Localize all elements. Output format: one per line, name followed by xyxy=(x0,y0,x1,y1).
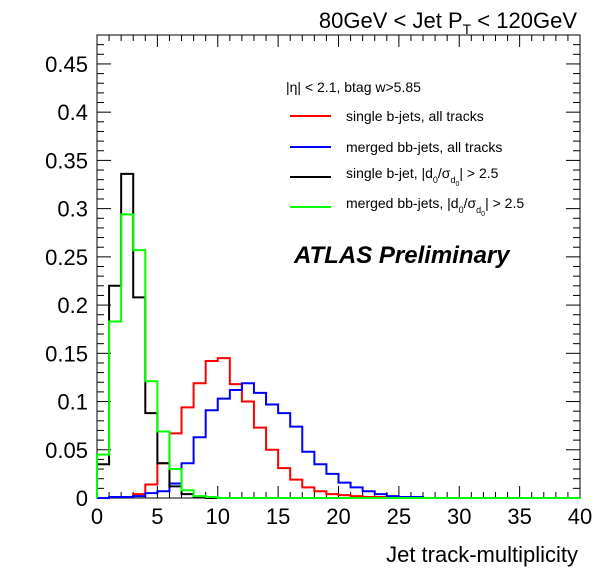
y-tick-label: 0 xyxy=(76,486,88,511)
legend-label-merged-bb-d0: merged bb-jets, |d0/σd0| > 2.5 xyxy=(346,195,524,218)
histogram-series xyxy=(96,172,580,499)
legend: |η| < 2.1, btag w>5.85 single b-jets, al… xyxy=(286,79,524,218)
y-tick-label: 0.05 xyxy=(45,438,88,463)
y-tick-label: 0.1 xyxy=(57,390,88,415)
atlas-preliminary-label: ATLAS Preliminary xyxy=(293,242,511,269)
x-axis-label: Jet track-multiplicity xyxy=(386,542,578,567)
y-tick-label: 0.45 xyxy=(45,52,88,77)
legend-label-single-b-all: single b-jets, all tracks xyxy=(346,108,484,124)
y-tick-label: 0.2 xyxy=(57,293,88,318)
x-tick-label: 40 xyxy=(568,504,592,529)
y-tick-label: 0.15 xyxy=(45,341,88,366)
histogram-series-3 xyxy=(96,213,580,499)
chart-title: 80GeV < Jet PT < 120GeV xyxy=(319,8,577,37)
x-tick-label: 20 xyxy=(326,504,350,529)
legend-label-merged-bb-all: merged bb-jets, all tracks xyxy=(346,139,502,155)
x-tick-label: 25 xyxy=(387,504,411,529)
x-tick-label: 30 xyxy=(447,504,471,529)
y-tick-label: 0.3 xyxy=(57,197,88,222)
x-tick-label: 10 xyxy=(206,504,230,529)
x-tick-labels: 0 5 10 15 20 25 30 35 40 xyxy=(91,504,592,529)
y-tick-label: 0.25 xyxy=(45,245,88,270)
axis-ticks xyxy=(96,34,581,499)
x-tick-label: 5 xyxy=(151,504,163,529)
legend-label-single-b-d0: single b-jet, |d0/σd0| > 2.5 xyxy=(346,165,499,188)
x-tick-label: 35 xyxy=(507,504,531,529)
x-tick-label: 0 xyxy=(91,504,103,529)
y-tick-label: 0.4 xyxy=(57,100,88,125)
y-tick-labels: 0 0.05 0.1 0.15 0.2 0.25 0.3 0.35 0.4 0.45 xyxy=(45,52,88,511)
cut-text: |η| < 2.1, btag w>5.85 xyxy=(286,79,421,95)
y-tick-label: 0.35 xyxy=(45,148,88,173)
x-tick-label: 15 xyxy=(266,504,290,529)
